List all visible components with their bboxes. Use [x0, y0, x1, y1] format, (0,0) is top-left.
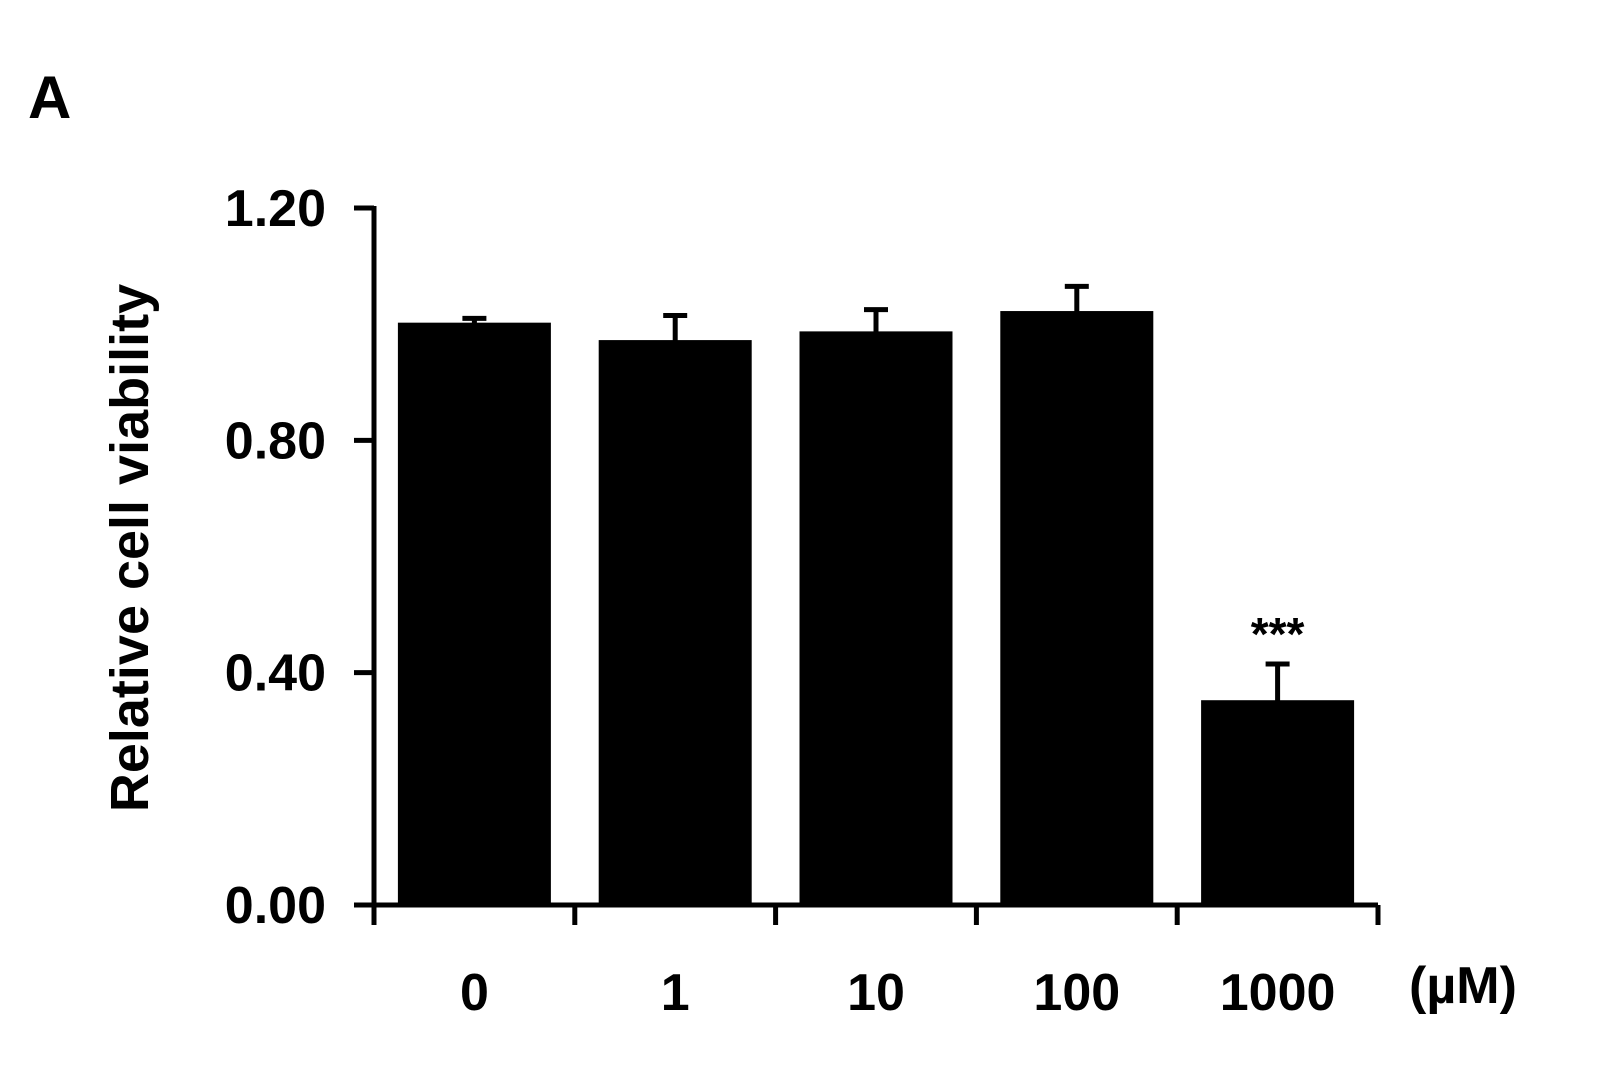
y-axis-ticks: 0.00 0.40 0.80 1.20 [225, 180, 374, 935]
x-tick-label: 1 [661, 964, 690, 1022]
x-tick-label: 1000 [1220, 964, 1336, 1022]
x-axis-unit-label: (µM) [1409, 957, 1517, 1015]
y-tick-label: 0.00 [225, 877, 326, 935]
x-axis-ticks [371, 905, 1381, 925]
significance-annotations: *** [1251, 608, 1305, 660]
y-axis-title: Relative cell viability [100, 284, 160, 812]
bars [397, 311, 1355, 907]
y-tick-label: 1.20 [225, 180, 326, 238]
x-tick-label: 10 [847, 964, 905, 1022]
x-tick-label: 100 [1033, 964, 1120, 1022]
error-bars [462, 283, 1290, 702]
bar [799, 331, 953, 907]
x-axis-labels: 0 1 10 100 1000 [460, 964, 1336, 1022]
bar [598, 340, 752, 907]
significance-marker: *** [1251, 608, 1305, 660]
bar [1000, 311, 1154, 907]
y-tick-label: 0.40 [225, 645, 326, 703]
bar [1201, 700, 1355, 907]
y-tick-label: 0.80 [225, 412, 326, 470]
bar [397, 322, 551, 907]
x-tick-label: 0 [460, 964, 489, 1022]
panel-label: A [28, 64, 71, 131]
